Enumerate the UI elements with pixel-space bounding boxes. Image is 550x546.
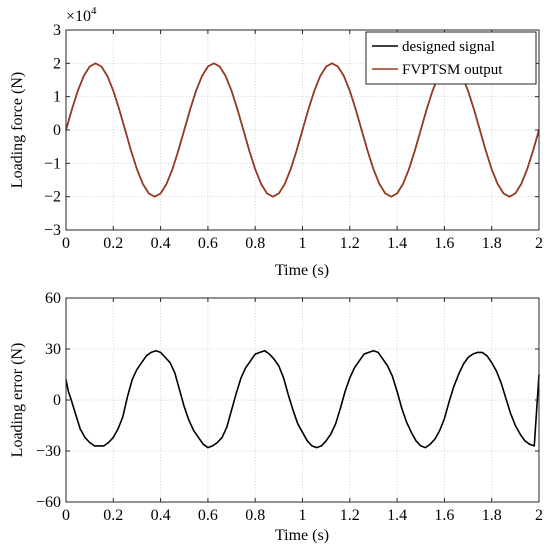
force-chart-xlabel: Time (s) <box>275 262 329 279</box>
force-chart-x-tick-label: 1.2 <box>340 235 360 252</box>
force-chart-y-tick-label: 2 <box>53 55 61 72</box>
force-chart-y-tick-label: 3 <box>53 22 61 39</box>
force-chart-y-tick-label: 0 <box>53 122 61 139</box>
error-chart-x-tick-label: 1.2 <box>340 507 360 524</box>
force-chart-x-tick-label: 1.8 <box>482 235 502 252</box>
error-chart-x-tick-label: 0 <box>62 507 70 524</box>
force-chart-x-tick-label: 0.4 <box>151 235 171 252</box>
legend: designed signal FVPTSM output <box>365 31 537 85</box>
force-chart-x-tick-label: 0.6 <box>198 235 218 252</box>
error-chart-y-tick-label: 0 <box>53 392 61 409</box>
error-chart-xlabel: Time (s) <box>275 527 329 544</box>
force-chart-y-tick-label: −3 <box>44 222 61 239</box>
error-chart-y-tick-label: −30 <box>36 443 61 460</box>
force-chart-y-tick-label: −2 <box>44 189 61 206</box>
force-chart-y-tick-label: −1 <box>44 155 61 172</box>
legend-label-designed: designed signal <box>402 39 495 55</box>
error-chart-x-tick-label: 1 <box>299 507 307 524</box>
force-chart-x-tick-label: 1 <box>299 235 307 252</box>
error-chart-x-tick-label: 0.8 <box>245 507 265 524</box>
error-chart-x-tick-label: 1.8 <box>482 507 502 524</box>
error-chart-ylabel: Loading error (N) <box>9 343 26 458</box>
force-chart-y-tick-label: 1 <box>53 89 61 106</box>
force-chart-x-ticks: 0 0.2 0.4 0.6 0.8 1 1.2 1.4 1.6 1.8 2 <box>62 30 543 252</box>
error-chart-x-tick-label: 0.4 <box>151 507 171 524</box>
error-chart-lines <box>65 349 540 449</box>
error-chart-x-tick-label: 1.4 <box>387 507 407 524</box>
error-chart-y-tick-label: 60 <box>45 290 61 307</box>
force-chart: 0 0.2 0.4 0.6 0.8 1 1.2 1.4 1.6 1.8 2 −3 −2 −1 0 1 2 3 ×… <box>9 5 543 279</box>
error-chart-x-tick-label: 0.2 <box>103 507 123 524</box>
error-chart-grid <box>66 298 539 502</box>
y-multiplier: ×104 <box>66 5 97 25</box>
legend-box <box>365 31 537 85</box>
force-chart-x-tick-label: 0.2 <box>103 235 123 252</box>
force-chart-y-ticks: −3 −2 −1 0 1 2 3 <box>44 22 539 239</box>
error-chart-y-tick-label: −60 <box>36 494 61 511</box>
force-chart-x-tick-label: 0.8 <box>245 235 265 252</box>
force-chart-x-tick-label: 1.4 <box>387 235 407 252</box>
force-chart-x-tick-label: 2 <box>535 235 543 252</box>
error-chart-y-tick-label: 30 <box>45 341 61 358</box>
error-chart-y-ticks: −60 −30 0 30 60 <box>36 290 539 511</box>
error-chart-x-ticks: 0 0.2 0.4 0.6 0.8 1 1.2 1.4 1.6 1.8 2 <box>62 298 543 524</box>
force-chart-x-tick-label: 1.6 <box>434 235 454 252</box>
error-chart-series-line <box>65 349 540 449</box>
error-chart-x-tick-label: 1.6 <box>434 507 454 524</box>
error-chart-x-tick-label: 2 <box>535 507 543 524</box>
force-chart-ylabel: Loading force (N) <box>9 72 26 188</box>
error-chart: 0 0.2 0.4 0.6 0.8 1 1.2 1.4 1.6 1.8 2 −60−3003060 … <box>9 290 543 544</box>
legend-label-fvptsm: FVPTSM output <box>402 62 503 78</box>
force-chart-x-tick-label: 0 <box>62 235 70 252</box>
error-chart-x-tick-label: 0.6 <box>198 507 218 524</box>
